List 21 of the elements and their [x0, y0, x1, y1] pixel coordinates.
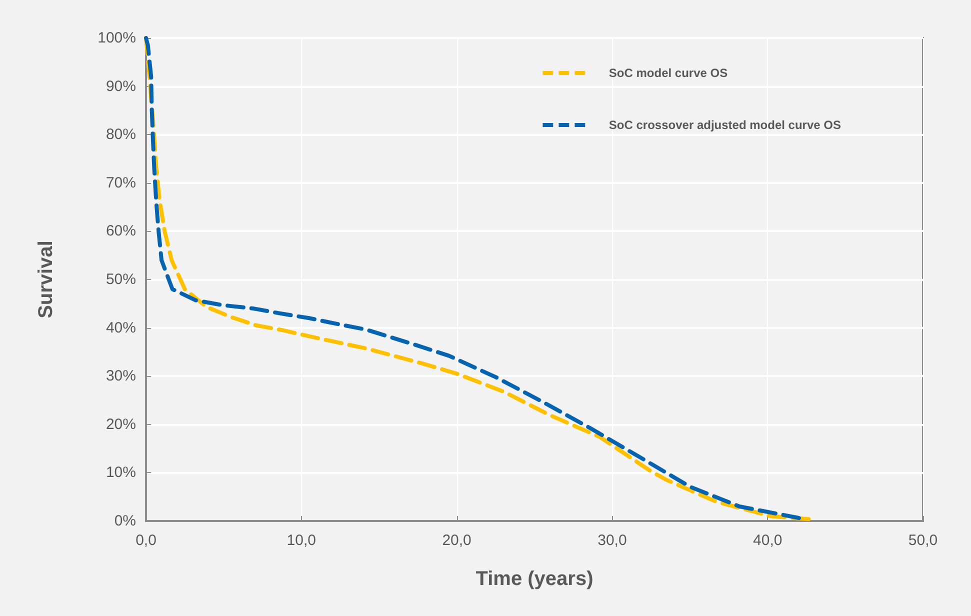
y-tick-label: 60%	[106, 222, 136, 240]
y-tick-label: 0%	[114, 512, 136, 530]
y-tick-label: 30%	[106, 368, 136, 385]
y-tick-label: 80%	[106, 126, 136, 144]
x-tick-label: 30,0	[598, 532, 627, 549]
x-tick-label: 40,0	[753, 532, 782, 549]
x-tick-label: 10,0	[286, 532, 316, 549]
y-axis-title: Survival	[35, 240, 57, 318]
x-tick-label: 20,0	[442, 532, 472, 549]
y-tick-label: 50%	[106, 271, 136, 288]
y-tick-label: 40%	[106, 319, 136, 336]
legend-label: SoC model curve OS	[608, 66, 728, 80]
x-tick-label: 0,0	[136, 532, 156, 549]
y-tick-label: 90%	[106, 78, 136, 95]
x-tick-label: 50,0	[908, 532, 938, 549]
y-tick-label: 100%	[98, 30, 136, 46]
y-tick-label: 70%	[106, 174, 136, 192]
x-axis-title: Time (years)	[476, 568, 594, 590]
legend-label: SoC crossover adjusted model curve OS	[608, 118, 841, 132]
y-tick-label: 20%	[106, 416, 136, 433]
y-tick-label: 10%	[106, 464, 136, 482]
